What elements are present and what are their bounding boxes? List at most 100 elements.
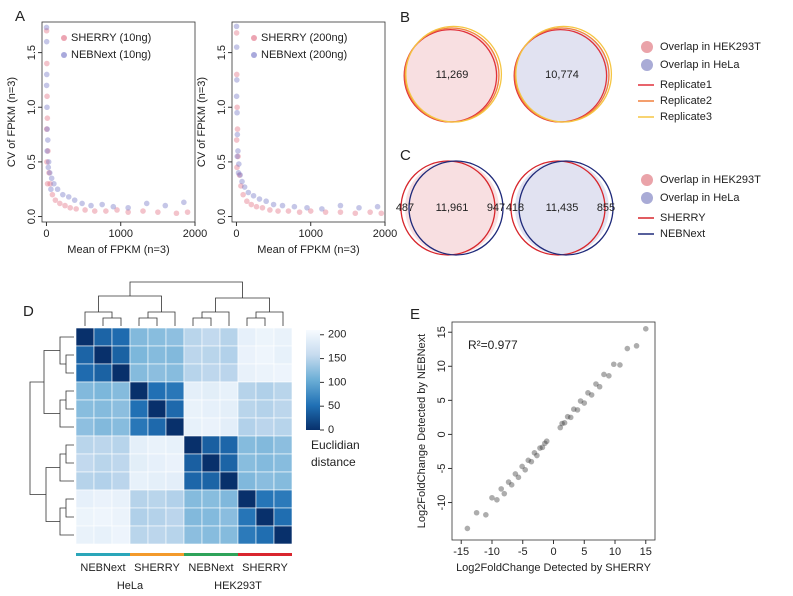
heatmap-cell [93, 399, 113, 419]
point [515, 474, 522, 481]
point [88, 202, 94, 209]
colorbar [306, 330, 320, 430]
heatmap-cell [111, 417, 131, 437]
heatmap-cell [273, 345, 293, 365]
heatmap-cell [93, 471, 113, 491]
heatmap-cell [111, 471, 131, 491]
venn-outline [515, 25, 613, 123]
annotation: R²=0.977 [468, 338, 518, 352]
heatmap-cell [165, 471, 185, 491]
point [248, 201, 255, 208]
heatmap-cell [183, 453, 203, 473]
heatmap-cell [237, 363, 257, 383]
point [633, 343, 640, 349]
heatmap-cell [93, 363, 113, 383]
heatmap-cell [273, 363, 293, 383]
x-tick-label: -10 [484, 546, 500, 558]
heatmap-cell [273, 381, 293, 401]
venn-fill [405, 28, 499, 122]
heatmap-cell [165, 435, 185, 455]
point [99, 201, 105, 208]
point [234, 109, 240, 116]
group-bar [184, 553, 238, 556]
point [71, 197, 78, 203]
heatmap-cell [165, 489, 185, 509]
heatmap-cell [75, 327, 95, 347]
point [473, 509, 480, 516]
point [624, 345, 631, 352]
point [62, 202, 68, 209]
heatmap-cell [165, 417, 185, 437]
heatmap-cell [129, 471, 149, 491]
heatmap-cell [237, 435, 257, 455]
heatmap-cell [75, 453, 95, 473]
point [91, 208, 98, 214]
heatmap-cell [201, 453, 221, 473]
heatmap-cell [219, 345, 239, 365]
heatmap-cell [129, 525, 149, 545]
point [44, 137, 51, 143]
heatmap-cell [183, 417, 203, 437]
point [43, 38, 50, 45]
group-label: NEBNext [80, 562, 125, 574]
plot-frame [41, 21, 196, 223]
point [256, 196, 263, 202]
point [44, 104, 50, 111]
heatmap-cell [129, 435, 149, 455]
y-tick-label: 1.0 [26, 100, 38, 115]
venn-count: 855 [597, 202, 615, 214]
heatmap-cell [273, 453, 293, 473]
heatmap-cell [183, 507, 203, 527]
heatmap-cell [237, 525, 257, 545]
point [44, 159, 50, 165]
point [241, 184, 248, 190]
point [367, 209, 373, 215]
heatmap-cell [129, 327, 149, 347]
heatmap-cell [147, 327, 167, 347]
legend-label: Overlap in HeLa [660, 59, 740, 71]
y-axis-label: CV of FPKM (n=3) [196, 77, 208, 167]
point [606, 373, 612, 379]
venn-outline [510, 160, 606, 256]
heatmap-cell [183, 345, 203, 365]
point [155, 209, 161, 215]
point [143, 200, 150, 207]
x-axis-label: Mean of FPKM (n=3) [67, 244, 169, 256]
heatmap-cell [93, 525, 113, 545]
point [564, 413, 571, 420]
point [285, 208, 292, 214]
x-axis-label: Mean of FPKM (n=3) [257, 244, 359, 256]
heatmap-cell [219, 471, 239, 491]
point [322, 209, 329, 215]
cell-line-label: HeLa [117, 580, 144, 592]
panel-letter: B [400, 9, 410, 26]
heatmap-cell [147, 363, 167, 383]
heatmap-cell [237, 489, 257, 509]
point [45, 164, 52, 171]
heatmap-cell [183, 435, 203, 455]
heatmap-cell [273, 525, 293, 545]
point [352, 210, 359, 217]
venn-outline [405, 25, 503, 123]
heatmap-cell [219, 363, 239, 383]
point [234, 104, 240, 111]
point [534, 452, 540, 459]
heatmap-cell [255, 327, 275, 347]
point [240, 191, 246, 198]
heatmap-cell [237, 327, 257, 347]
point [110, 203, 117, 210]
point [508, 482, 515, 488]
heatmap-cell [255, 471, 275, 491]
heatmap-cell [201, 507, 221, 527]
heatmap-cell [165, 363, 185, 383]
point [46, 170, 52, 176]
point [505, 479, 512, 485]
x-tick-label: 15 [640, 546, 652, 558]
legend-marker [641, 59, 653, 71]
heatmap-cell [273, 471, 293, 491]
heatmap-cell [111, 507, 131, 527]
point [559, 420, 565, 427]
heatmap-cell [165, 453, 185, 473]
venn-fill [515, 161, 609, 255]
heatmap-cell [129, 381, 149, 401]
